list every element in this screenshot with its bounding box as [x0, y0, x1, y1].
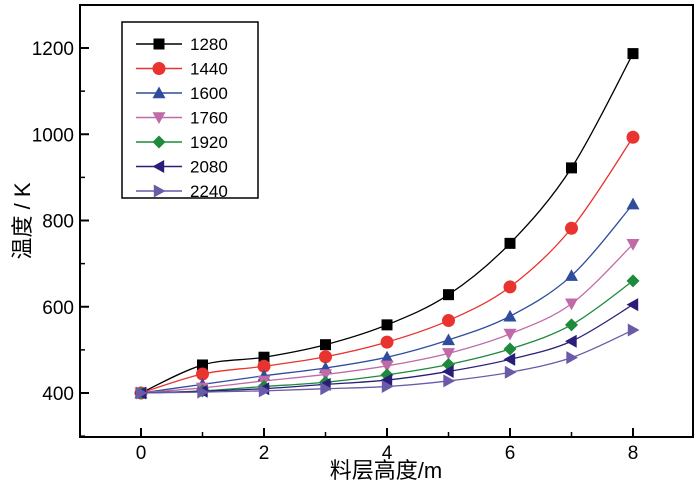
- x-tick-label: 0: [136, 443, 147, 464]
- y-axis-label: 温度 / K: [10, 182, 35, 259]
- data-point: [320, 339, 331, 351]
- data-point: [197, 385, 209, 399]
- data-point: [504, 365, 517, 379]
- legend-marker: [152, 112, 166, 124]
- data-point: [381, 319, 393, 331]
- data-point: [320, 382, 332, 396]
- y-tick-label: 1000: [32, 125, 74, 146]
- data-point: [503, 280, 517, 294]
- x-axis-label: 料层高度/m: [330, 458, 442, 483]
- legend-marker: [152, 62, 166, 75]
- data-point: [258, 351, 270, 363]
- data-point: [503, 309, 517, 322]
- series-2080: [134, 298, 639, 400]
- data-point: [627, 48, 639, 60]
- data-point: [626, 274, 640, 288]
- data-point: [442, 333, 455, 346]
- data-point: [626, 130, 640, 144]
- data-point: [626, 239, 640, 251]
- data-point: [565, 221, 578, 235]
- data-point: [503, 328, 517, 341]
- x-tick-label: 2: [259, 443, 270, 464]
- legend-label: 2240: [190, 182, 228, 201]
- series-1440: [134, 130, 640, 400]
- data-point: [442, 348, 455, 360]
- data-point: [258, 384, 271, 398]
- legend-marker: [152, 160, 165, 173]
- data-point: [565, 334, 577, 348]
- data-point: [135, 386, 148, 400]
- data-point: [504, 237, 516, 249]
- series-1760: [134, 239, 640, 400]
- legend-label: 1760: [190, 109, 228, 128]
- data-point: [565, 318, 578, 332]
- legend-label: 1600: [190, 84, 228, 103]
- y-tick-label: 400: [42, 384, 74, 405]
- data-point: [565, 298, 578, 311]
- data-point: [319, 369, 332, 381]
- legend-marker: [152, 135, 166, 149]
- data-point: [196, 367, 209, 381]
- data-point: [503, 342, 517, 356]
- data-point: [443, 289, 454, 301]
- x-tick-label: 8: [628, 443, 639, 464]
- data-point: [627, 323, 640, 337]
- data-point: [380, 335, 394, 349]
- y-tick-label: 1200: [32, 39, 74, 60]
- data-point: [443, 374, 455, 388]
- legend-label: 1280: [190, 35, 228, 54]
- data-point: [380, 360, 394, 373]
- legend-label: 1440: [190, 60, 228, 79]
- legend-label: 2080: [190, 158, 228, 177]
- series-2240: [135, 323, 640, 400]
- x-tick-label: 4: [382, 443, 393, 464]
- data-point: [566, 351, 578, 365]
- data-point: [626, 197, 640, 210]
- legend-label: 1920: [190, 133, 228, 152]
- data-point: [197, 359, 208, 371]
- data-point: [381, 380, 394, 394]
- data-point: [319, 350, 332, 364]
- legend-marker: [152, 86, 166, 99]
- series-line: [140, 243, 634, 394]
- data-point: [380, 373, 393, 387]
- data-point: [442, 314, 455, 328]
- data-point: [503, 352, 516, 366]
- y-tick-label: 600: [42, 298, 74, 319]
- data-point: [442, 364, 454, 378]
- data-point: [380, 350, 394, 363]
- legend-box: [121, 21, 259, 199]
- data-point: [566, 162, 577, 174]
- legend-marker: [153, 38, 165, 50]
- data-point: [257, 359, 271, 373]
- data-point: [626, 298, 639, 312]
- legend-marker: [153, 184, 166, 198]
- legend: 1280 1440 1600 1760 1920 2080 2240: [121, 21, 259, 201]
- series-line: [140, 203, 634, 394]
- x-tick-label: 6: [505, 443, 516, 464]
- data-point: [565, 269, 578, 281]
- y-tick-label: 800: [42, 212, 74, 233]
